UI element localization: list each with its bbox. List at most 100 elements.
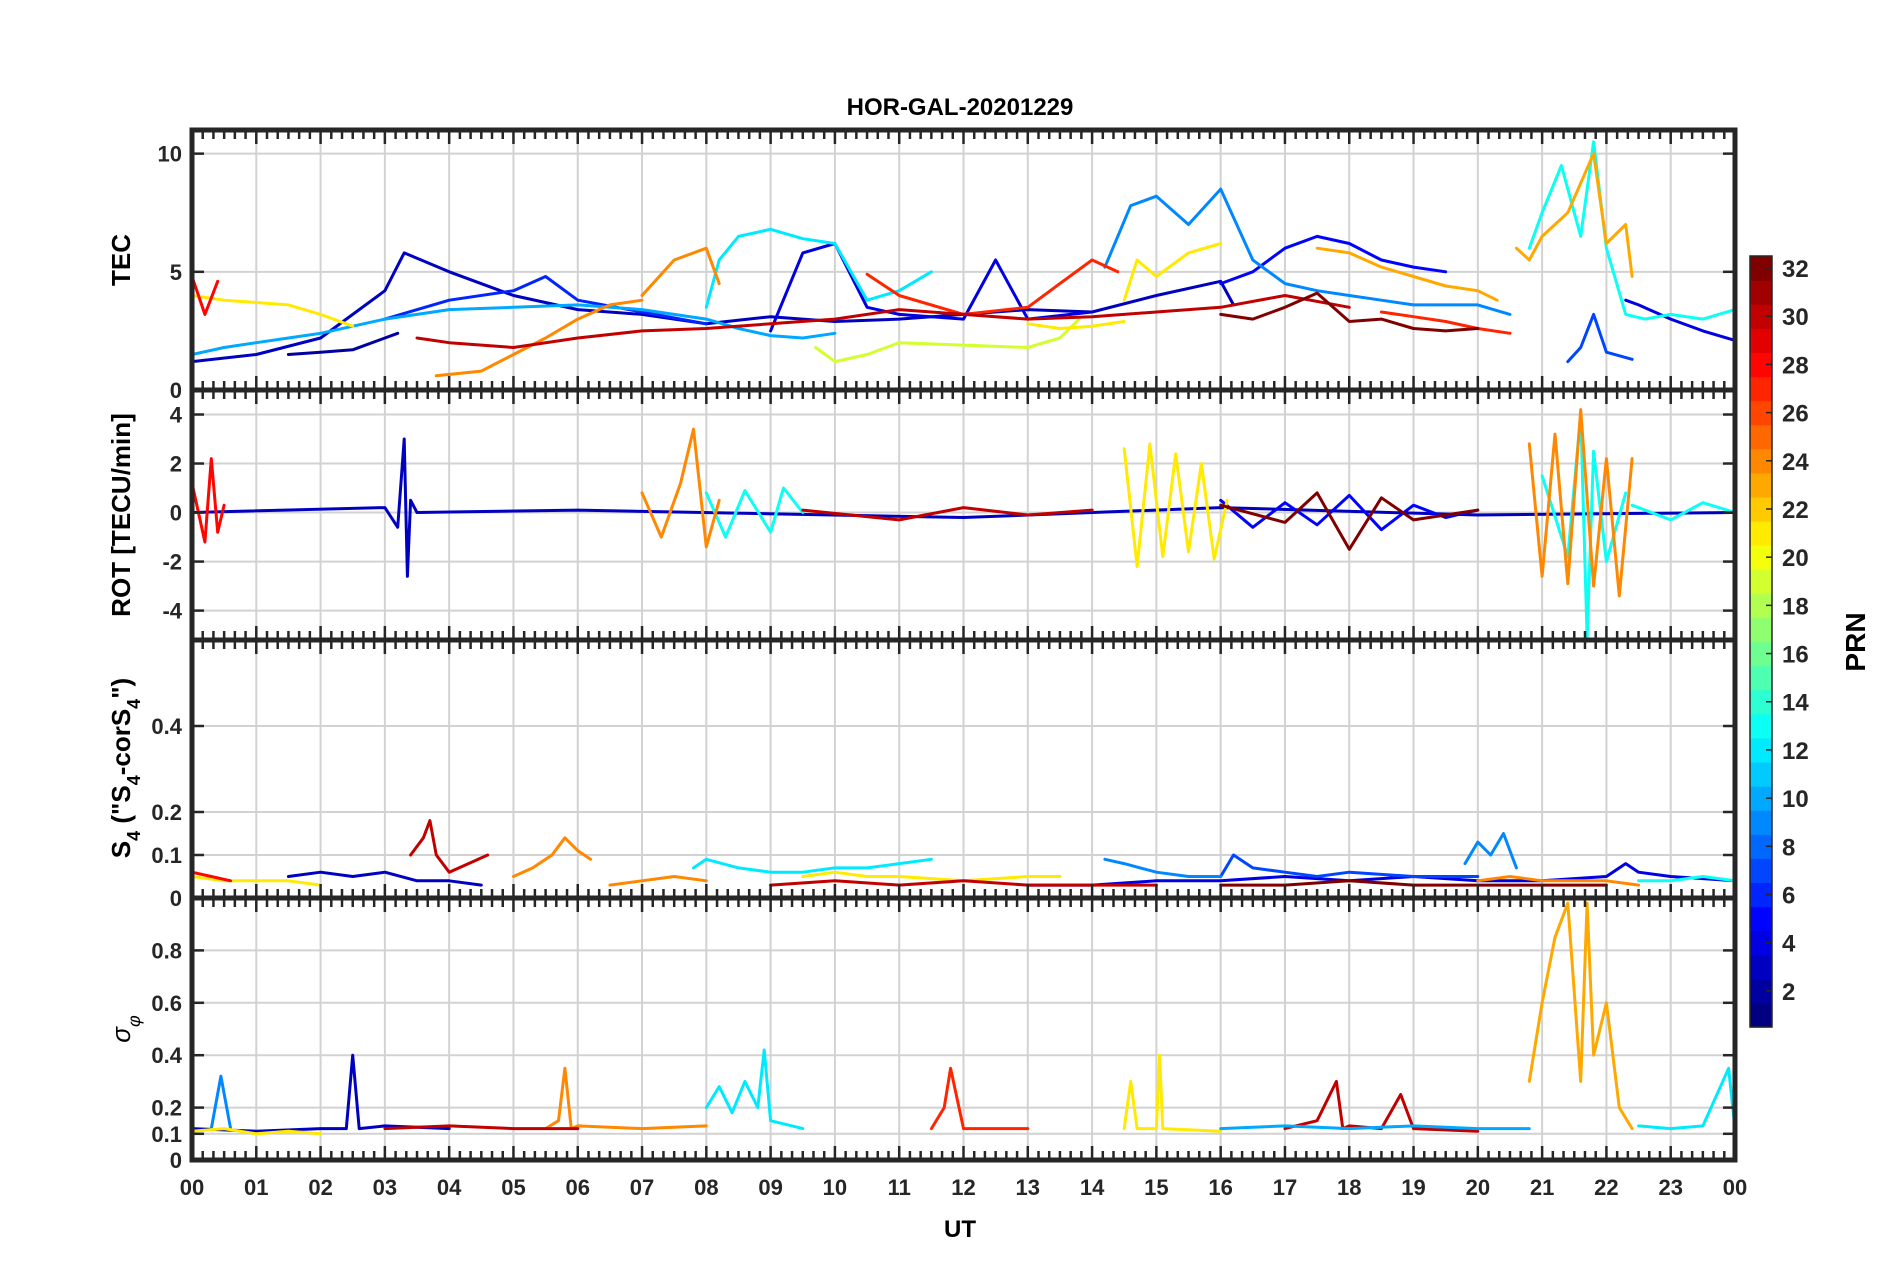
y-tick-label: 0 bbox=[170, 886, 182, 911]
x-tick-label: 00 bbox=[180, 1175, 204, 1200]
series-line-prn-24 bbox=[640, 246, 721, 297]
x-tick-label: 08 bbox=[694, 1175, 718, 1200]
y-label-part: ") bbox=[106, 678, 136, 699]
series-line-prn-30 bbox=[1283, 1079, 1480, 1133]
series-line-prn-9 bbox=[209, 1074, 233, 1131]
x-tick-label: 18 bbox=[1337, 1175, 1361, 1200]
y-tick-label: -4 bbox=[162, 599, 182, 624]
colorbar-segment bbox=[1750, 689, 1772, 715]
colorbar-segment bbox=[1750, 424, 1772, 450]
colorbar-segment bbox=[1750, 617, 1772, 643]
panel-rot: -4 -2 0 2 4 bbox=[162, 387, 1738, 643]
series-line-prn-27 bbox=[865, 258, 1120, 316]
series-line-prn-21 bbox=[801, 870, 1062, 883]
series-line-prn-21 bbox=[192, 294, 355, 328]
colorbar-segment bbox=[1750, 737, 1772, 763]
x-tick-label: 11 bbox=[888, 1175, 911, 1200]
y-label-part: -corS bbox=[106, 709, 136, 775]
series-group bbox=[192, 408, 1735, 639]
x-tick-label: 19 bbox=[1401, 1175, 1425, 1200]
series-line-prn-13 bbox=[1637, 875, 1735, 883]
y-tick-label: 10 bbox=[158, 142, 182, 167]
colorbar-segment bbox=[1750, 761, 1772, 787]
y-label-part: φ bbox=[124, 1015, 144, 1027]
y-label-part: 4 bbox=[124, 699, 144, 709]
colorbar-tick-label: 30 bbox=[1782, 304, 1809, 331]
colorbar-segment bbox=[1750, 1002, 1772, 1028]
x-tick-label: 23 bbox=[1658, 1175, 1682, 1200]
colorbar-segment bbox=[1750, 882, 1772, 908]
x-tick-label: 07 bbox=[630, 1175, 654, 1200]
y-label-part: σ bbox=[106, 1026, 136, 1043]
x-tick-label: 16 bbox=[1208, 1175, 1232, 1200]
series-group bbox=[192, 140, 1735, 378]
y-tick-label: 0.2 bbox=[151, 1096, 182, 1121]
y-tick-label: 0.4 bbox=[151, 1043, 182, 1068]
colorbar-segment bbox=[1750, 569, 1772, 594]
colorbar-tick-label: 22 bbox=[1782, 497, 1809, 524]
colorbar-segment bbox=[1750, 978, 1772, 1004]
panel-s4: 0 0.1 0.2 0.4 bbox=[151, 637, 1738, 911]
figure-title: HOR-GAL-20201229 bbox=[847, 94, 1074, 121]
series-line-prn-23 bbox=[1315, 246, 1499, 302]
y-tick-label: 2 bbox=[170, 452, 182, 477]
panel-sigma: 00.10.2 0.4 0.6 0.8 bbox=[151, 895, 1738, 1173]
colorbar-segment bbox=[1750, 496, 1772, 522]
y-tick-label: 0.1 bbox=[151, 1122, 182, 1147]
series-line-prn-13 bbox=[1527, 140, 1735, 321]
series-line-prn-32 bbox=[1219, 491, 1480, 551]
series-line-prn-12 bbox=[704, 1048, 805, 1131]
x-tick-label: 14 bbox=[1080, 1175, 1105, 1200]
series-line-prn-21 bbox=[1122, 242, 1223, 302]
series-line-prn-5 bbox=[1219, 493, 1480, 532]
series-line-prn-10 bbox=[192, 303, 837, 356]
y-tick-label: -2 bbox=[162, 550, 182, 575]
colorbar-segment bbox=[1750, 448, 1772, 474]
y-tick-label: 0 bbox=[170, 1148, 182, 1173]
x-tick-label: 12 bbox=[951, 1175, 975, 1200]
series-line-prn-12 bbox=[692, 857, 933, 874]
x-tick-label: 17 bbox=[1273, 1175, 1297, 1200]
series-line-prn-21 bbox=[1122, 1053, 1223, 1133]
colorbar-segment bbox=[1750, 810, 1772, 835]
colorbar-tick-label: 32 bbox=[1782, 256, 1809, 283]
series-line-prn-3 bbox=[192, 1053, 451, 1133]
series-line-prn-4 bbox=[769, 242, 1094, 333]
series-line-prn-4 bbox=[1026, 862, 1735, 887]
series-line-prn-24 bbox=[1476, 875, 1641, 887]
colorbar-segment bbox=[1750, 256, 1772, 281]
series-line-prn-24 bbox=[1527, 408, 1634, 598]
x-tick-label: 00 bbox=[1723, 1175, 1747, 1200]
series-line-prn-13 bbox=[1630, 501, 1735, 522]
series-line-prn-13 bbox=[704, 486, 805, 539]
series-line-prn-21 bbox=[1026, 320, 1126, 330]
y-tick-label: 0 bbox=[170, 378, 182, 403]
series-line-prn-28 bbox=[192, 870, 233, 883]
series-line-prn-6 bbox=[383, 275, 708, 326]
colorbar-tick-label: 14 bbox=[1782, 690, 1809, 717]
series-line-prn-30 bbox=[409, 819, 490, 874]
y-tick-label: 0 bbox=[170, 501, 182, 526]
series-line-prn-2 bbox=[286, 331, 400, 356]
colorbar-segment bbox=[1750, 400, 1772, 426]
series-line-prn-21 bbox=[192, 875, 323, 887]
colorbar-segment bbox=[1750, 593, 1772, 619]
colorbar-tick-label: 6 bbox=[1782, 882, 1795, 909]
x-tick-label: 03 bbox=[373, 1175, 397, 1200]
series-line-prn-5 bbox=[1219, 234, 1448, 286]
colorbar-tick-label: 2 bbox=[1782, 979, 1795, 1006]
x-tick-label: 10 bbox=[823, 1175, 847, 1200]
series-line-prn-10 bbox=[1219, 1124, 1531, 1131]
x-tick-label: 13 bbox=[1016, 1175, 1040, 1200]
panel-tec: 0 5 10 bbox=[158, 127, 1738, 403]
x-tick-label: 22 bbox=[1594, 1175, 1618, 1200]
y-label-part: 4 bbox=[124, 775, 144, 785]
colorbar-tick-label: 24 bbox=[1782, 449, 1809, 476]
x-axis: 00 01 02 03 04 05 06 07 08 09 10 11 12 13 14 15 16 17 18 19… bbox=[180, 1175, 1747, 1200]
x-tick-label: 20 bbox=[1466, 1175, 1490, 1200]
series-line-prn-12 bbox=[1637, 1066, 1735, 1131]
colorbar-segment bbox=[1750, 472, 1772, 498]
